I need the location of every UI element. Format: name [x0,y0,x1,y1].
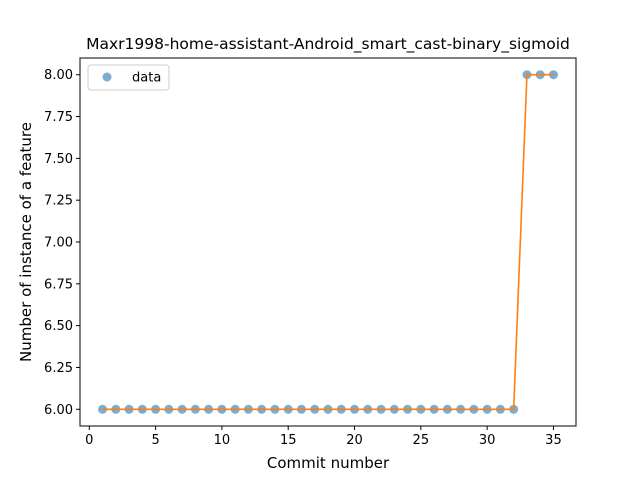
y-tick-label: 7.00 [44,236,73,251]
x-tick-label: 35 [545,433,562,448]
x-tick-label: 20 [346,433,363,448]
legend: data [87,64,170,91]
x-tick-label: 15 [280,433,297,448]
y-tick-label: 6.25 [44,361,73,376]
x-tick-label: 0 [85,433,93,448]
x-tick-label: 25 [413,433,430,448]
y-axis: 6.00 6.25 6.50 6.75 7.00 7.25 7.50 7.75 8.00 [44,68,80,418]
y-tick-label: 7.25 [44,194,73,209]
legend-label-data: data [132,71,161,86]
y-tick-label: 7.50 [44,152,73,167]
y-tick-label: 7.75 [44,110,73,125]
legend-box [87,64,170,91]
y-axis-label: Number of instance of a feature [17,122,35,362]
x-tick-label: 10 [214,433,231,448]
x-tick-label: 30 [479,433,496,448]
y-tick-label: 6.50 [44,319,73,334]
x-axis: 0 5 10 15 20 25 30 35 [85,426,562,448]
y-tick-label: 6.00 [44,403,73,418]
plot-area [98,70,558,414]
plot-frame [79,57,577,427]
y-tick-label: 6.75 [44,277,73,292]
x-axis-label: Commit number [267,454,390,472]
y-tick-label: 8.00 [44,68,73,83]
legend-marker-data [102,72,112,82]
x-tick-label: 5 [151,433,159,448]
chart-title: Maxr1998-home-assistant-Android_smart_ca… [86,35,570,54]
fit-line [102,73,554,411]
